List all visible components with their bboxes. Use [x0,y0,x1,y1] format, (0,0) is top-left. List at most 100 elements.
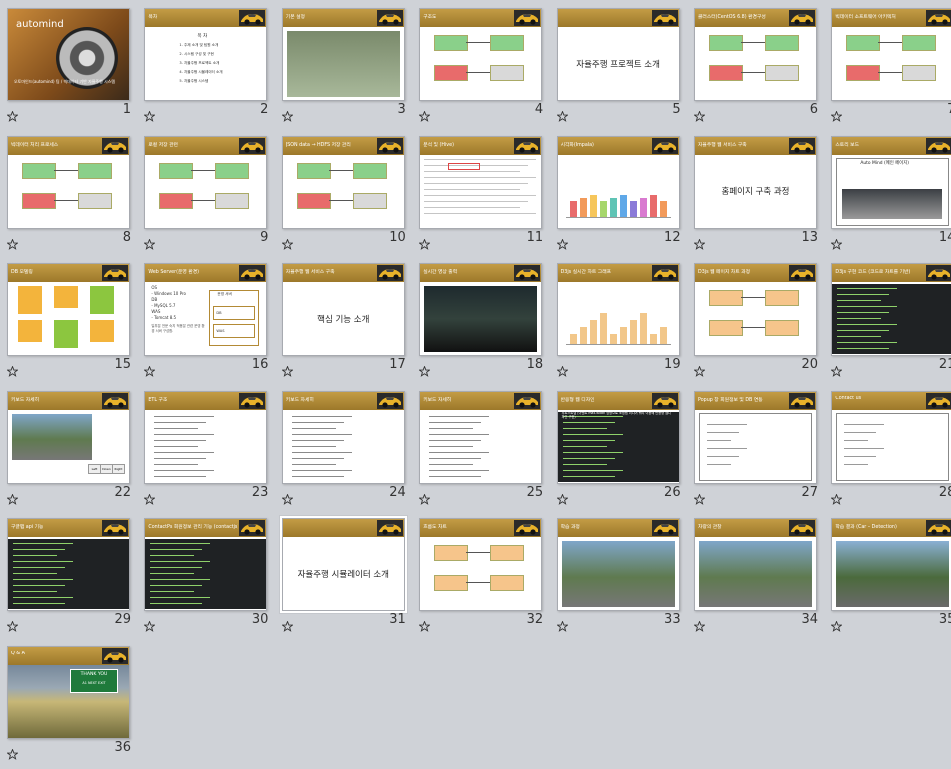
slide-preview[interactable]: Popup 창 회원정보 및 DB 연동 [694,390,817,484]
slide-thumbnail[interactable]: D3js 구현 코드 (코드로 차트를 기반) 21 [828,259,951,386]
text-line [291,415,352,417]
slide-thumbnail[interactable]: DB 모델링 15 [4,259,141,386]
code-panel [832,284,951,354]
code-panel [286,411,400,482]
slide-thumbnail[interactable]: 키보드 자세히 Left Down Right 22 [4,387,141,514]
slide-thumbnail[interactable]: D3js 웹 페이지 차트 과정 20 [691,259,828,386]
sign-line: THANK YOU [80,671,108,677]
slide-thumbnail[interactable]: 반응형 웹 디자인 부트스트랩 (이벤트 max-width 방향으로 조정됨 미… [554,387,691,514]
slide-preview[interactable]: 키보드 자세히 [281,390,405,484]
slide-preview[interactable]: D3js 웹 페이지 차트 과정 [694,263,817,356]
slide-preview[interactable]: 스토리 보드 Auto Mind (메인 페이지) [831,135,951,229]
slide-preview[interactable]: ETL 구조 [144,390,268,484]
diagram-node [352,192,387,209]
slide-preview[interactable]: 로컬 저장 관련 [144,135,268,229]
slide-preview[interactable]: 구글맵 api 기능 [7,518,130,611]
slide-preview[interactable]: D3js 실시간 차트 그래프 [556,263,680,356]
cover-caption: 오토마인드(automind) 팀 / 빅데이터 기반 자율주행 시스템 [14,79,116,84]
slide-preview[interactable]: 자율주행 시뮬레이터 소개 [279,516,407,613]
slide-preview[interactable]: 흐름도 차트 [419,518,543,611]
slide-number: 12 [664,229,681,245]
slide-thumbnail[interactable]: 자율주행 웹 서비스 구축 홈페이지 구축 과정 13 [691,132,828,259]
slide-header: 구글맵 api 기능 [8,519,129,537]
slide-thumbnail[interactable]: 빅데이터 처리 프로세스 8 [4,132,141,259]
slide-thumbnail[interactable]: 스토리 보드 Auto Mind (메인 페이지) 14 [828,132,951,259]
text-line [154,415,215,417]
map-image [286,31,400,97]
slide-preview[interactable]: 반응형 웹 디자인 부트스트랩 (이벤트 max-width 방향으로 조정됨 미… [556,390,680,484]
slide-thumbnail[interactable]: 빅데이터 소프트웨어 아키텍처 7 [828,4,951,131]
slide-thumbnail[interactable]: 자율주행 프로젝트 소개 5 [554,4,691,131]
slide-preview[interactable]: 기본 설정 [281,8,405,101]
slide-preview[interactable]: JSON data → HDFS 저장 관리 [281,135,405,229]
slide-thumbnail[interactable]: 기본 설정 3 [279,4,416,131]
slide-preview[interactable]: Web Server(운영 환경) OS - Windows 10 Pro DB - M… [144,263,268,356]
slide-preview[interactable]: 학습 결과 (Car – Detection) [831,518,951,611]
slide-thumbnail[interactable]: 목차 목 차 1. 주제 소개 및 팀원 소개 2. 시스템 구성 및 구현 3. 자율… [141,4,278,131]
slide-transition-star-icon [281,235,294,250]
slide-preview[interactable]: 자율주행 프로젝트 소개 [556,8,680,101]
slide-body [558,537,679,610]
slide-thumbnail[interactable]: automind 오토마인드(automind) 팀 / 빅데이터 기반 자율주행… [4,4,141,131]
slide-preview[interactable]: DB 모델링 [7,263,130,356]
slide-preview[interactable]: Contact us [831,390,951,484]
slide-title: 키보드 자세히 [423,397,452,403]
slide-thumbnail[interactable]: 자율주행 웹 서비스 구축 핵심 기능 소개 17 [279,259,416,386]
slide-preview[interactable]: automind 오토마인드(automind) 팀 / 빅데이터 기반 자율주행… [7,8,130,101]
photo [699,541,812,607]
slide-thumbnail[interactable]: 시각화(Impala) 12 [554,132,691,259]
slide-transition-star-icon [418,617,431,632]
sign-line: A1 NEXT EXIT [82,680,106,685]
slide-thumbnail[interactable]: 차량의 관찰 34 [691,514,828,641]
slide-thumbnail[interactable]: 흐름도 차트 32 [416,514,553,641]
slide-thumbnail[interactable]: 학습 과정 33 [554,514,691,641]
slide-thumbnail[interactable]: 구글맵 api 기능 29 [4,514,141,641]
slide-thumbnail[interactable]: Popup 창 회원정보 및 DB 연동 27 [691,387,828,514]
slide-preview[interactable]: 클러스터(CentOS 6.8) 환경구성 [694,8,817,101]
slide-preview[interactable]: 분석 및 (Hive) [419,135,543,229]
car-logo [651,520,678,536]
slide-thumbnail[interactable]: Web Server(운영 환경) OS - Windows 10 Pro DB - M… [141,259,278,386]
slide-header: ContactPs 회원정보 관리 기능 (contactjs) [145,519,267,537]
slide-thumbnail[interactable]: 키보드 자세히 24 [279,387,416,514]
slide-preview[interactable]: 키보드 자세히 [419,390,543,484]
slide-thumbnail[interactable]: ETL 구조 23 [141,387,278,514]
slide-thumbnail[interactable]: Contact us 28 [828,387,951,514]
slide-preview[interactable]: 자율주행 웹 서비스 구축 홈페이지 구축 과정 [694,135,817,229]
slide-preview[interactable]: 실시간 영상 출력 [419,263,543,356]
slide-thumbnail[interactable]: ContactPs 회원정보 관리 기능 (contactjs) 30 [141,514,278,641]
slide-thumbnail[interactable]: Q & A THANK YOU A1 NEXT EXIT 36 [4,642,141,769]
slide-preview[interactable]: 학습 과정 [556,518,680,611]
slide-title: 자율주행 웹 서비스 구축 [285,270,335,275]
slide-thumbnail[interactable]: 분석 및 (Hive) 11 [416,132,553,259]
text-line [291,445,336,447]
photo [424,286,538,352]
slide-preview[interactable]: ContactPs 회원정보 관리 기능 (contactjs) [144,518,268,611]
diagram-node [902,35,937,51]
slide-preview[interactable]: 빅데이터 소프트웨어 아키텍처 [831,8,951,101]
slide-preview[interactable]: 시각화(Impala) [556,135,680,229]
slide-thumbnail[interactable]: 실시간 영상 출력 18 [416,259,553,386]
slide-thumbnail[interactable]: D3js 실시간 차트 그래프 19 [554,259,691,386]
slide-thumbnail[interactable]: JSON data → HDFS 저장 관리 10 [279,132,416,259]
slide-thumbnail[interactable]: 구조도 4 [416,4,553,131]
slide-number: 2 [260,102,269,117]
slide-thumbnail[interactable]: 자율주행 시뮬레이터 소개 31 [279,514,416,641]
slide-transition-star-icon [281,617,294,632]
text-line [291,421,344,423]
slide-preview[interactable]: 빅데이터 처리 프로세스 [7,135,130,229]
text-line [429,445,474,447]
slide-thumbnail[interactable]: 로컬 저장 관련 9 [141,132,278,259]
slide-thumbnail[interactable]: 키보드 자세히 25 [416,387,553,514]
slide-preview[interactable]: Q & A THANK YOU A1 NEXT EXIT [7,645,130,739]
slide-preview[interactable]: D3js 구현 코드 (코드로 차트를 기반) [831,263,951,356]
text-line [562,451,623,453]
slide-preview[interactable]: 목차 목 차 1. 주제 소개 및 팀원 소개 2. 시스템 구성 및 구현 3. 자율… [144,8,268,101]
slide-preview[interactable]: 구조도 [419,8,543,101]
slide-thumbnail[interactable]: 학습 결과 (Car – Detection) 35 [828,514,951,641]
slide-thumbnail[interactable]: 클러스터(CentOS 6.8) 환경구성 6 [691,4,828,131]
slide-preview[interactable]: 자율주행 웹 서비스 구축 핵심 기능 소개 [281,263,405,356]
slide-preview[interactable]: 키보드 자세히 Left Down Right [7,390,130,484]
slide-preview[interactable]: 차량의 관찰 [694,518,817,611]
web-title: Auto Mind (메인 페이지) [860,160,909,166]
